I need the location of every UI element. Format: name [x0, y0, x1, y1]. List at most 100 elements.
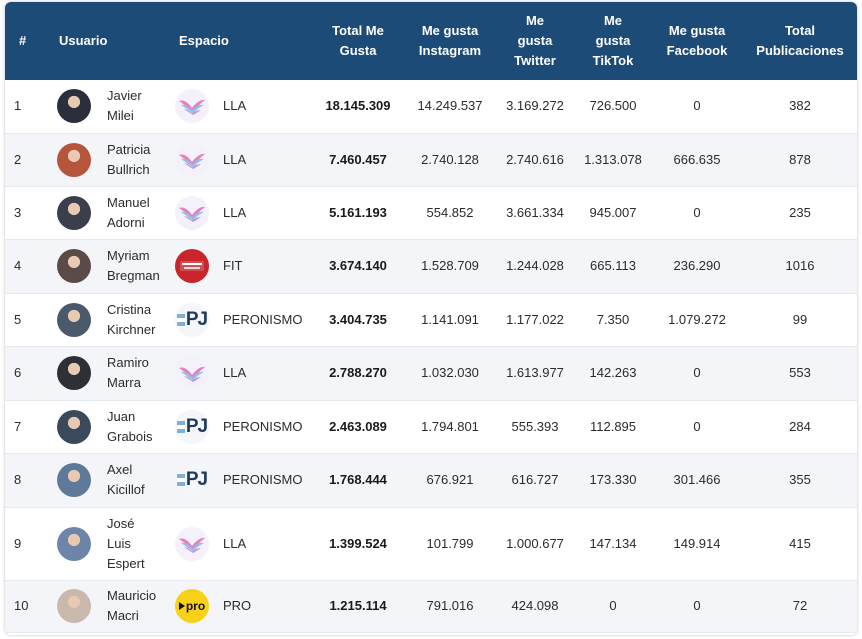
lla-bird-icon: [175, 142, 209, 177]
rank-cell: 3: [14, 204, 22, 220]
usuario-cell: Juan Grabois: [51, 400, 171, 453]
rank-cell: 1: [14, 98, 22, 114]
header-label: Facebook: [666, 43, 728, 58]
tiktok-likes-cell: 112.895: [589, 418, 637, 434]
total-posts-cell: 1016: [785, 258, 815, 273]
space-name: LLA: [223, 98, 247, 114]
space-name: LLA: [223, 535, 247, 551]
total-posts-cell: 878: [789, 151, 811, 167]
header-label: gusta: [517, 33, 553, 48]
header-label: Me gusta: [668, 23, 726, 38]
space-info: LLA: [175, 195, 307, 230]
header-label: Espacio: [179, 33, 229, 48]
espacio-cell: LLA: [171, 346, 311, 400]
user-name-line: Patricia: [107, 141, 151, 157]
avatar: [57, 356, 91, 390]
total-posts-cell: 284: [789, 418, 811, 434]
user-name-line: Mauricio: [107, 588, 157, 603]
tiktok-likes-cell: 147.134: [589, 535, 637, 551]
espacio-cell: LLA: [171, 186, 311, 239]
usuario-cell: Mauricio Macri: [51, 580, 171, 632]
total-posts-cell: 99: [792, 311, 808, 327]
facebook-likes-cell: 0: [693, 204, 701, 220]
rank-cell: 9: [14, 535, 22, 551]
pro-logo-text: pro: [185, 599, 206, 613]
total-likes-cell: 1.215.114: [329, 598, 387, 613]
usuario-cell: Axel Kicillof: [51, 453, 171, 507]
pj-flag-shape: [176, 420, 185, 433]
user-name-line: Bregman: [107, 268, 160, 283]
rank-cell: 6: [14, 365, 22, 380]
avatar: [57, 142, 91, 177]
pj-flag-shape: [176, 313, 185, 326]
header-label: Me gusta: [421, 23, 479, 38]
table-row: 1 Javier Milei LLA 18.145.309 14.249.537 3.169…: [5, 80, 857, 133]
total-likes-cell: 1.399.524: [329, 535, 387, 551]
user-name-line: Bullrich: [107, 161, 150, 177]
tiktok-likes-cell: 665.113: [589, 258, 637, 273]
total-likes-cell: 2.463.089: [329, 418, 387, 434]
twitter-likes-cell: 555.393: [511, 418, 559, 434]
user-name: Manuel Adorni: [107, 193, 150, 233]
avatar: [57, 589, 91, 623]
facebook-likes-cell: 0: [693, 365, 701, 380]
table-row: 2 Patricia Bullrich LLA 7.460.457 2.740.128 2.…: [5, 133, 857, 186]
user-info: Cristina Kirchner: [55, 300, 167, 340]
pj-logo-icon: PJ: [175, 302, 209, 337]
user-name: Juan Grabois: [107, 407, 153, 447]
user-info: Mauricio Macri: [55, 586, 167, 626]
lla-bird-shape: [179, 537, 205, 553]
espacio-cell: PJ PERONISMO: [171, 453, 311, 507]
total-posts-cell: 415: [789, 535, 811, 551]
facebook-likes-cell: 0: [693, 98, 701, 114]
total-posts-cell: 553: [789, 365, 811, 380]
usuario-cell: Myriam Bregman: [51, 239, 171, 293]
facebook-likes-cell: 0: [693, 598, 701, 613]
space-info: LLA: [175, 356, 307, 390]
lla-bird-icon: [175, 356, 209, 390]
pj-flag-shape: [176, 474, 185, 486]
lla-bird-icon: [175, 195, 209, 230]
pro-play-shape: [178, 602, 185, 610]
ranking-table-container: # Usuario Espacio Total Me Gusta Me gusta Inst…: [5, 2, 857, 635]
usuario-cell: Manuel Adorni: [51, 186, 171, 239]
fit-emblem-shape: [180, 261, 204, 271]
tiktok-likes-cell: 1.313.078: [584, 151, 642, 167]
lla-bird-shape: [179, 100, 205, 116]
espacio-cell: pro PRO: [171, 580, 311, 632]
instagram-likes-cell: 1.032.030: [421, 365, 479, 380]
space-name: LLA: [223, 204, 247, 220]
table-row: 7 Juan Grabois PJ PERONISMO 2.463.089 1.794.80…: [5, 400, 857, 453]
space-name: PRO: [223, 598, 252, 613]
rank-cell: 4: [14, 258, 22, 273]
user-name-line: Cristina: [107, 301, 152, 317]
avatar: [57, 249, 91, 283]
total-posts-cell: 72: [792, 598, 808, 613]
facebook-likes-cell: 149.914: [673, 535, 721, 551]
user-name: Patricia Bullrich: [107, 140, 150, 180]
user-name-line: Axel: [107, 462, 133, 477]
tiktok-likes-cell: 7.350: [596, 311, 630, 327]
lla-bird-icon: [175, 89, 209, 124]
header-label: Publicaciones: [756, 43, 844, 58]
total-likes-cell: 18.145.309: [325, 98, 391, 114]
user-info: Ramiro Marra: [55, 353, 167, 393]
twitter-likes-cell: 1.000.677: [506, 535, 564, 551]
col-instagram-header: Me gusta Instagram: [405, 2, 495, 80]
user-name-line: Milei: [107, 108, 134, 124]
user-name-line: Myriam: [107, 248, 150, 263]
instagram-likes-cell: 101.799: [426, 535, 474, 551]
total-likes-cell: 2.788.270: [329, 365, 387, 380]
rank-cell: 2: [14, 151, 22, 167]
tiktok-likes-cell: 0: [609, 598, 617, 613]
col-tiktok-header: Me gusta TikTok: [575, 2, 651, 80]
user-info: Manuel Adorni: [55, 193, 167, 233]
user-name: Javier Milei: [107, 86, 142, 126]
space-info: FIT: [175, 249, 307, 283]
space-info: pro PRO: [175, 589, 307, 623]
header-label: Me: [525, 13, 545, 28]
facebook-likes-cell: 236.290: [673, 258, 721, 273]
user-name-line: Macri: [107, 608, 139, 623]
user-name-line: Kicillof: [107, 482, 145, 497]
user-info: Javier Milei: [55, 86, 167, 126]
